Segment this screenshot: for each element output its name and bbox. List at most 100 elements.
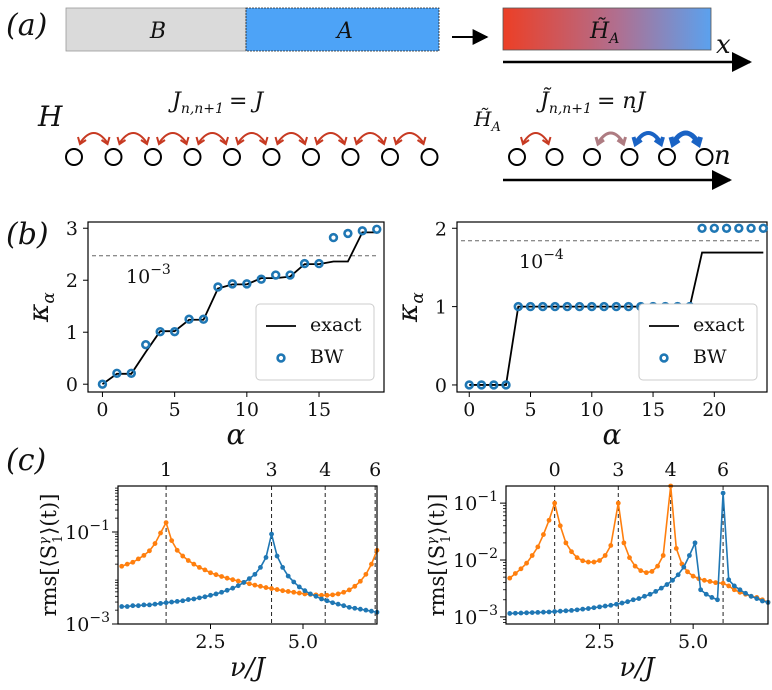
arc-head-right (179, 136, 190, 146)
blue-series-line (121, 533, 378, 614)
arc-head-left (116, 136, 127, 146)
blue-series-point (246, 576, 252, 582)
x-tick-label: 5.0 (288, 631, 318, 653)
blue-series-point (585, 606, 591, 611)
y-tick-label: 0 (66, 374, 78, 396)
blue-series-point (135, 603, 141, 609)
orange-series-point (507, 575, 513, 581)
blue-series-point (687, 553, 692, 558)
bw-point (343, 228, 353, 239)
bw-point (184, 314, 194, 324)
bw-site (583, 148, 601, 166)
arc-head-right (298, 136, 308, 146)
arc-head-right (100, 136, 111, 146)
orange-series-point (258, 583, 263, 589)
x-tick-label: 0 (96, 399, 108, 421)
blue-series-point (647, 591, 653, 597)
blue-series-point (664, 582, 670, 587)
bw-coupling-arc (596, 131, 625, 144)
blue-series-point (169, 599, 175, 605)
bw-point (697, 223, 707, 233)
orange-series-point (180, 553, 186, 559)
bw-point (758, 223, 769, 233)
blue-series-point (219, 589, 225, 595)
blue-series-point (241, 580, 247, 585)
legend-exact-label: exact (310, 314, 362, 336)
orange-series-point (632, 563, 638, 569)
blue-series-point (319, 596, 324, 602)
x-tick-label: 10 (235, 399, 259, 421)
x-axis-label: x (716, 30, 731, 60)
hamiltonian-label: H (37, 100, 63, 133)
orange-series-point (597, 558, 602, 563)
orange-series-point (169, 538, 175, 544)
arc-head-left (520, 136, 530, 146)
blue-series-point (280, 564, 286, 570)
blue-series-point (698, 587, 704, 593)
blue-series-point (546, 609, 552, 615)
orange-series-point (685, 569, 690, 575)
blue-series-point (269, 531, 274, 537)
uniform-site (65, 148, 83, 166)
orange-series-point (341, 589, 347, 595)
bw-point (112, 368, 122, 378)
threshold-label: 10−3 (126, 262, 171, 288)
blue-series-point (302, 588, 308, 594)
chart-b-left: 0 5 10 15 0 1 2 3 10−3 exact BW κα α (22, 218, 385, 451)
blue-series-point (743, 590, 748, 596)
blue-series-point (625, 599, 631, 605)
blue-series-point (608, 602, 614, 608)
blue-series-point (748, 593, 754, 599)
plot-frame (505, 485, 769, 625)
orange-series-point (720, 580, 726, 586)
arc-head-left (393, 136, 403, 146)
bw-point (611, 301, 621, 312)
orange-series-point (202, 567, 208, 573)
orange-series-point (230, 577, 236, 583)
arc-head-right (258, 136, 269, 146)
orange-series-point (627, 555, 632, 561)
bw-site (545, 148, 564, 166)
arc-head-right (219, 136, 229, 146)
bw-point (525, 301, 536, 312)
orange-series-point (569, 549, 574, 555)
legend-bw-label: BW (693, 346, 727, 368)
bw-point (97, 379, 108, 389)
bw-point (746, 223, 756, 233)
legend-bw-swatch (659, 353, 669, 363)
bw-point (372, 224, 382, 234)
blue-series-point (675, 572, 681, 578)
blue-series-point (341, 603, 347, 609)
y-tick-label: 10−2 (453, 546, 498, 572)
threshold-label: 10−4 (519, 247, 564, 273)
bw-point (126, 368, 137, 378)
orange-series-point (512, 571, 518, 576)
x-tick-label: 2.5 (584, 631, 614, 653)
blue-series-point (313, 593, 319, 599)
orange-series-point (649, 569, 655, 574)
bw-point (242, 279, 252, 289)
legend-box (638, 303, 758, 381)
orange-series-point (621, 540, 627, 546)
x-tick-label: 2.5 (195, 631, 225, 653)
uniform-chain (65, 132, 439, 166)
blue-series-point (330, 600, 335, 606)
blue-series-point (263, 555, 269, 560)
blue-series-point (180, 598, 186, 604)
arc-head-left (195, 136, 206, 146)
blue-series-point (569, 608, 574, 613)
blue-series-point (557, 608, 563, 614)
entanglement-hamiltonian-label: H̃A (589, 18, 619, 47)
bw-point (501, 380, 511, 390)
x-tick-label: 5.0 (678, 631, 708, 653)
blue-series-point (512, 610, 518, 616)
blue-series-point (285, 573, 291, 579)
blue-series-point (754, 596, 760, 601)
uniform-site (183, 148, 202, 166)
blue-series-point (529, 610, 535, 615)
bw-chain-label: H̃A (473, 107, 501, 135)
blue-series-point (731, 583, 737, 589)
orange-series-point (246, 581, 252, 587)
plot-frame (87, 221, 385, 393)
blue-series-point (552, 609, 558, 614)
